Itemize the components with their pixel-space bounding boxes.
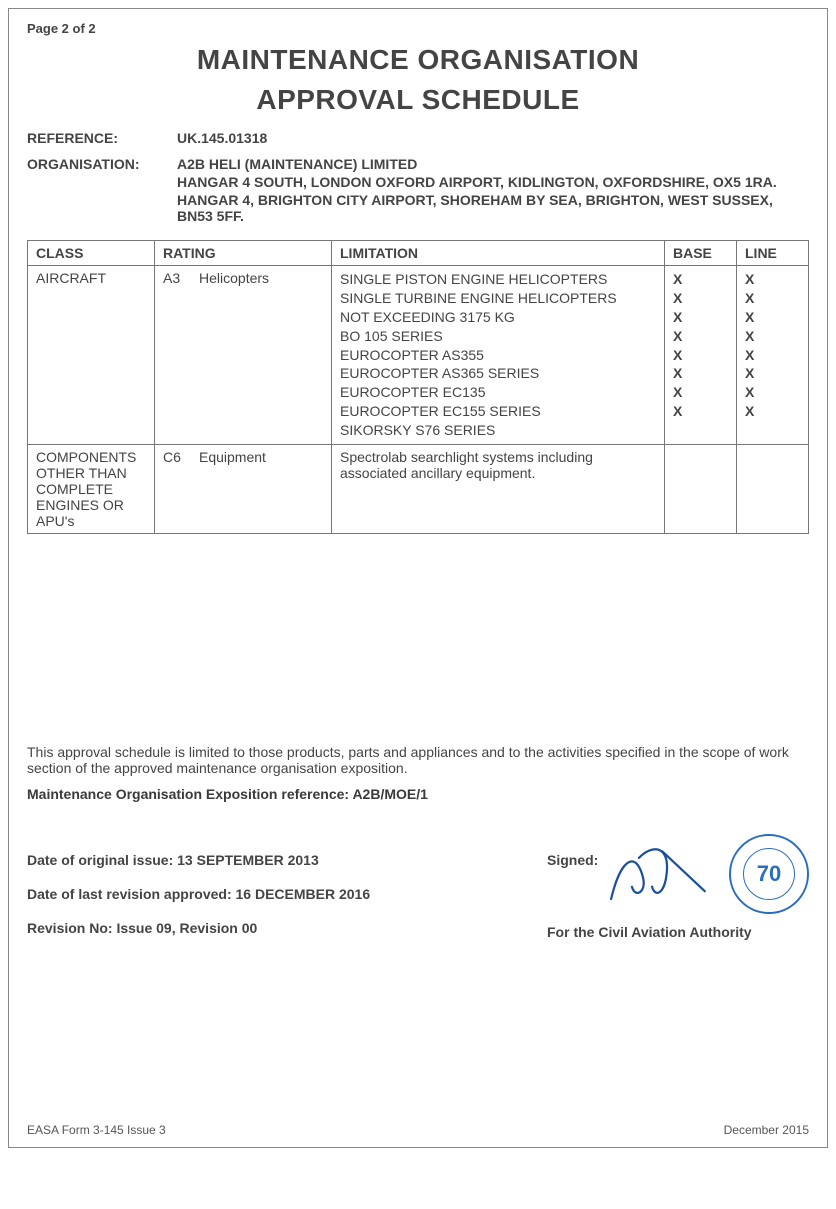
limitation-item: EUROCOPTER AS365 SERIES bbox=[340, 364, 656, 383]
line-mark: X bbox=[745, 270, 800, 289]
date-original: Date of original issue: 13 SEPTEMBER 201… bbox=[27, 852, 547, 868]
revision-number: Revision No: Issue 09, Revision 00 bbox=[27, 920, 547, 936]
cell-rating: C6 Equipment bbox=[155, 445, 332, 534]
base-mark: X bbox=[673, 270, 728, 289]
organisation-value: A2B HELI (MAINTENANCE) LIMITED HANGAR 4 … bbox=[177, 156, 809, 226]
organisation-row: ORGANISATION: A2B HELI (MAINTENANCE) LIM… bbox=[27, 156, 809, 226]
base-mark: X bbox=[673, 289, 728, 308]
line-mark: X bbox=[745, 346, 800, 365]
page-number: Page 2 of 2 bbox=[27, 21, 809, 36]
limitation-item: NOT EXCEEDING 3175 KG bbox=[340, 308, 656, 327]
moe-reference: Maintenance Organisation Exposition refe… bbox=[27, 786, 809, 802]
cell-class: COMPONENTS OTHER THAN COMPLETE ENGINES O… bbox=[28, 445, 155, 534]
cell-line bbox=[737, 445, 809, 534]
title-line-1: MAINTENANCE ORGANISATION bbox=[27, 44, 809, 76]
document-page: Page 2 of 2 MAINTENANCE ORGANISATION APP… bbox=[8, 8, 828, 1148]
organisation-addr1: HANGAR 4 SOUTH, LONDON OXFORD AIRPORT, K… bbox=[177, 174, 809, 190]
cell-rating: A3 Helicopters bbox=[155, 266, 332, 445]
cell-class: AIRCRAFT bbox=[28, 266, 155, 445]
signature-left: Date of original issue: 13 SEPTEMBER 201… bbox=[27, 852, 547, 954]
base-mark: X bbox=[673, 327, 728, 346]
base-mark: X bbox=[673, 402, 728, 421]
table-row-components: COMPONENTS OTHER THAN COMPLETE ENGINES O… bbox=[28, 445, 809, 534]
line-mark: X bbox=[745, 402, 800, 421]
limitation-item: BO 105 SERIES bbox=[340, 327, 656, 346]
th-class: CLASS bbox=[28, 241, 155, 266]
rating-code: C6 bbox=[163, 449, 199, 465]
base-mark: X bbox=[673, 383, 728, 402]
date-revision: Date of last revision approved: 16 DECEM… bbox=[27, 886, 547, 902]
th-limitation: LIMITATION bbox=[332, 241, 665, 266]
limitation-item: SIKORSKY S76 SERIES bbox=[340, 421, 656, 440]
cell-base bbox=[665, 445, 737, 534]
line-mark: X bbox=[745, 383, 800, 402]
base-mark: X bbox=[673, 308, 728, 327]
rating-code: A3 bbox=[163, 270, 199, 286]
limitation-item: EUROCOPTER EC155 SERIES bbox=[340, 402, 656, 421]
limitation-item: SINGLE TURBINE ENGINE HELICOPTERS bbox=[340, 289, 656, 308]
cell-limitation: SINGLE PISTON ENGINE HELICOPTERS SINGLE … bbox=[332, 266, 665, 445]
form-footer-right: December 2015 bbox=[724, 1123, 809, 1137]
organisation-label: ORGANISATION: bbox=[27, 156, 177, 226]
approval-table: CLASS RATING LIMITATION BASE LINE AIRCRA… bbox=[27, 240, 809, 534]
cell-limitation: Spectrolab searchlight systems including… bbox=[332, 445, 665, 534]
line-mark: X bbox=[745, 289, 800, 308]
table-row-aircraft: AIRCRAFT A3 Helicopters SINGLE PISTON EN… bbox=[28, 266, 809, 445]
limitation-item: EUROCOPTER EC135 bbox=[340, 383, 656, 402]
stamp-icon: 70 bbox=[729, 834, 809, 914]
footer-paragraph: This approval schedule is limited to tho… bbox=[27, 744, 809, 776]
form-footer-left: EASA Form 3-145 Issue 3 bbox=[27, 1123, 166, 1137]
for-authority-label: For the Civil Aviation Authority bbox=[547, 924, 809, 940]
cell-line: X X X X X X X X bbox=[737, 266, 809, 445]
cell-base: X X X X X X X X bbox=[665, 266, 737, 445]
reference-value: UK.145.01318 bbox=[177, 130, 809, 146]
table-header-row: CLASS RATING LIMITATION BASE LINE bbox=[28, 241, 809, 266]
reference-label: REFERENCE: bbox=[27, 130, 177, 146]
rating-name: Helicopters bbox=[199, 270, 269, 286]
signature-block: Date of original issue: 13 SEPTEMBER 201… bbox=[27, 852, 809, 954]
line-mark: X bbox=[745, 308, 800, 327]
line-mark: X bbox=[745, 327, 800, 346]
th-line: LINE bbox=[737, 241, 809, 266]
title-line-2: APPROVAL SCHEDULE bbox=[27, 84, 809, 116]
form-footer: EASA Form 3-145 Issue 3 December 2015 bbox=[27, 1123, 809, 1137]
th-rating: RATING bbox=[155, 241, 332, 266]
signature-icon bbox=[599, 830, 717, 922]
base-mark: X bbox=[673, 364, 728, 383]
line-mark: X bbox=[745, 364, 800, 383]
signature-right: Signed: 70 For the Civil Aviation Author… bbox=[547, 852, 809, 954]
organisation-name: A2B HELI (MAINTENANCE) LIMITED bbox=[177, 156, 809, 172]
organisation-addr2: HANGAR 4, BRIGHTON CITY AIRPORT, SHOREHA… bbox=[177, 192, 809, 224]
th-base: BASE bbox=[665, 241, 737, 266]
limitation-item: EUROCOPTER AS355 bbox=[340, 346, 656, 365]
header-block: REFERENCE: UK.145.01318 ORGANISATION: A2… bbox=[27, 130, 809, 226]
reference-row: REFERENCE: UK.145.01318 bbox=[27, 130, 809, 146]
stamp-number: 70 bbox=[743, 848, 795, 900]
limitation-item: SINGLE PISTON ENGINE HELICOPTERS bbox=[340, 270, 656, 289]
rating-name: Equipment bbox=[199, 449, 266, 465]
base-mark: X bbox=[673, 346, 728, 365]
